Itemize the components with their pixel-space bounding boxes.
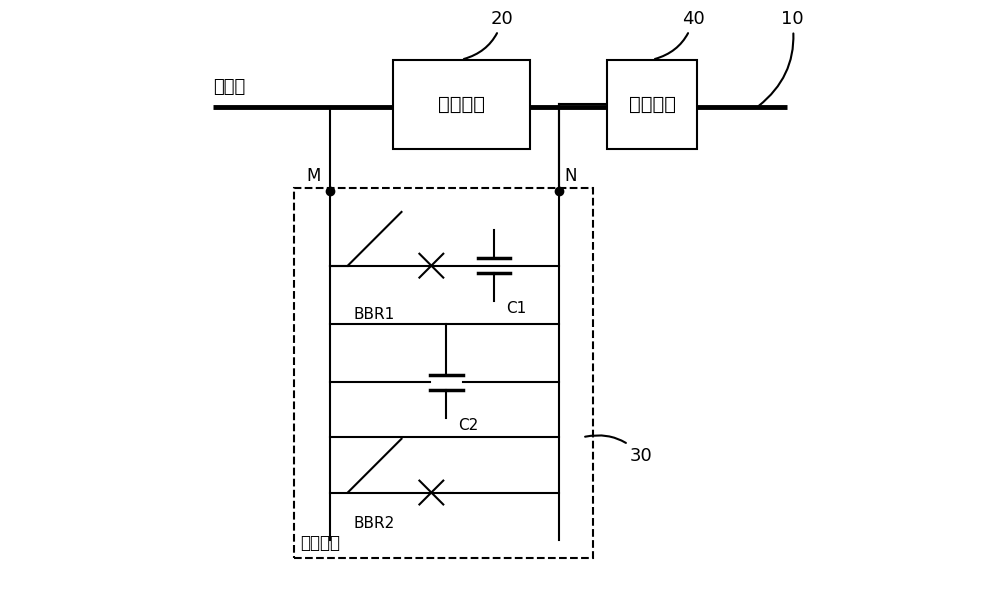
Text: 30: 30 xyxy=(585,435,653,465)
Text: 控制电路: 控制电路 xyxy=(629,95,676,114)
Bar xyxy=(393,60,530,149)
Text: 10: 10 xyxy=(759,10,803,106)
Text: BBR1: BBR1 xyxy=(354,307,395,322)
Text: C2: C2 xyxy=(458,418,478,433)
Text: 20: 20 xyxy=(464,10,514,59)
Text: M: M xyxy=(307,167,321,185)
Bar xyxy=(294,188,593,558)
Text: 电容器组: 电容器组 xyxy=(300,534,340,552)
Text: N: N xyxy=(564,167,577,185)
Text: C1: C1 xyxy=(506,301,526,316)
Text: BBR2: BBR2 xyxy=(354,516,395,531)
Text: 用电电路: 用电电路 xyxy=(438,95,485,114)
Bar xyxy=(607,60,697,149)
Text: 主线路: 主线路 xyxy=(213,78,246,96)
Text: 40: 40 xyxy=(655,10,705,59)
